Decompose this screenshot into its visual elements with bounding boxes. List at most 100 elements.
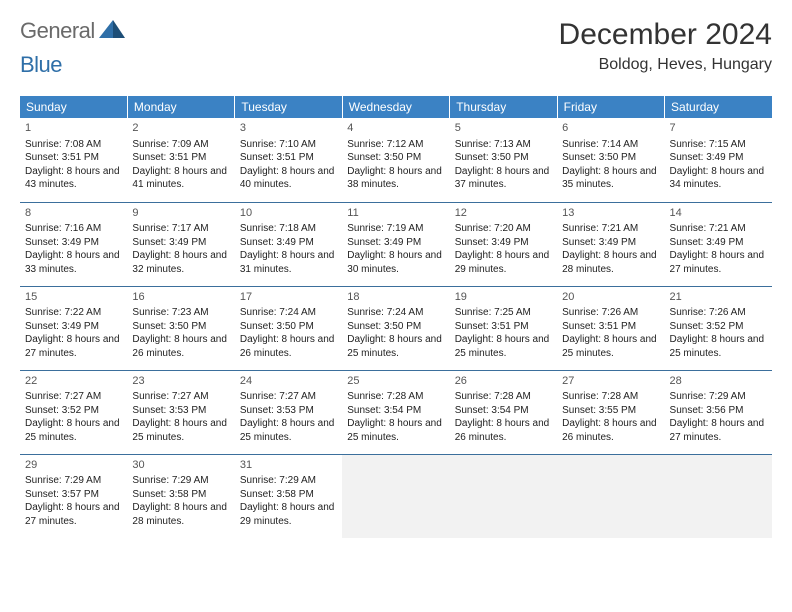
calendar-day-cell: 8Sunrise: 7:16 AMSunset: 3:49 PMDaylight…	[20, 202, 127, 286]
daylight-line: Daylight: 8 hours and 25 minutes.	[455, 333, 552, 360]
sunrise-line: Sunrise: 7:21 AM	[562, 222, 659, 236]
calendar-day-cell: 27Sunrise: 7:28 AMSunset: 3:55 PMDayligh…	[557, 370, 664, 454]
calendar-day-cell: 24Sunrise: 7:27 AMSunset: 3:53 PMDayligh…	[235, 370, 342, 454]
calendar-day-cell: 3Sunrise: 7:10 AMSunset: 3:51 PMDaylight…	[235, 118, 342, 202]
sunset-line: Sunset: 3:49 PM	[25, 236, 122, 250]
logo-text-blue: Blue	[20, 52, 62, 78]
day-number: 24	[240, 374, 337, 389]
sunset-line: Sunset: 3:49 PM	[25, 320, 122, 334]
calendar-day-cell: 28Sunrise: 7:29 AMSunset: 3:56 PMDayligh…	[665, 370, 772, 454]
calendar-day-cell: 23Sunrise: 7:27 AMSunset: 3:53 PMDayligh…	[127, 370, 234, 454]
sunrise-line: Sunrise: 7:20 AM	[455, 222, 552, 236]
day-number: 22	[25, 374, 122, 389]
daylight-line: Daylight: 8 hours and 25 minutes.	[562, 333, 659, 360]
calendar-day-cell: 18Sunrise: 7:24 AMSunset: 3:50 PMDayligh…	[342, 286, 449, 370]
daylight-line: Daylight: 8 hours and 25 minutes.	[240, 417, 337, 444]
day-number: 9	[132, 206, 229, 221]
day-number: 17	[240, 290, 337, 305]
sunset-line: Sunset: 3:49 PM	[132, 236, 229, 250]
sunset-line: Sunset: 3:50 PM	[347, 320, 444, 334]
sunset-line: Sunset: 3:50 PM	[347, 151, 444, 165]
sunrise-line: Sunrise: 7:26 AM	[670, 306, 767, 320]
sunrise-line: Sunrise: 7:23 AM	[132, 306, 229, 320]
calendar-day-cell: 30Sunrise: 7:29 AMSunset: 3:58 PMDayligh…	[127, 454, 234, 538]
calendar-day-cell: 21Sunrise: 7:26 AMSunset: 3:52 PMDayligh…	[665, 286, 772, 370]
calendar-empty-cell	[450, 454, 557, 538]
daylight-line: Daylight: 8 hours and 34 minutes.	[670, 165, 767, 192]
calendar-day-cell: 14Sunrise: 7:21 AMSunset: 3:49 PMDayligh…	[665, 202, 772, 286]
sunrise-line: Sunrise: 7:27 AM	[132, 390, 229, 404]
day-number: 28	[670, 374, 767, 389]
calendar-day-cell: 22Sunrise: 7:27 AMSunset: 3:52 PMDayligh…	[20, 370, 127, 454]
daylight-line: Daylight: 8 hours and 35 minutes.	[562, 165, 659, 192]
sunrise-line: Sunrise: 7:28 AM	[562, 390, 659, 404]
sunset-line: Sunset: 3:58 PM	[240, 488, 337, 502]
calendar-day-cell: 5Sunrise: 7:13 AMSunset: 3:50 PMDaylight…	[450, 118, 557, 202]
daylight-line: Daylight: 8 hours and 30 minutes.	[347, 249, 444, 276]
day-number: 18	[347, 290, 444, 305]
calendar-day-cell: 19Sunrise: 7:25 AMSunset: 3:51 PMDayligh…	[450, 286, 557, 370]
location: Boldog, Heves, Hungary	[559, 56, 772, 74]
sunset-line: Sunset: 3:53 PM	[240, 404, 337, 418]
calendar-day-cell: 9Sunrise: 7:17 AMSunset: 3:49 PMDaylight…	[127, 202, 234, 286]
calendar-day-cell: 13Sunrise: 7:21 AMSunset: 3:49 PMDayligh…	[557, 202, 664, 286]
sunset-line: Sunset: 3:49 PM	[347, 236, 444, 250]
calendar-day-cell: 4Sunrise: 7:12 AMSunset: 3:50 PMDaylight…	[342, 118, 449, 202]
day-number: 27	[562, 374, 659, 389]
day-number: 20	[562, 290, 659, 305]
calendar-body: 1Sunrise: 7:08 AMSunset: 3:51 PMDaylight…	[20, 118, 772, 538]
sunrise-line: Sunrise: 7:29 AM	[132, 474, 229, 488]
day-number: 30	[132, 458, 229, 473]
calendar-week-row: 22Sunrise: 7:27 AMSunset: 3:52 PMDayligh…	[20, 370, 772, 454]
daylight-line: Daylight: 8 hours and 43 minutes.	[25, 165, 122, 192]
sunrise-line: Sunrise: 7:27 AM	[25, 390, 122, 404]
sunset-line: Sunset: 3:51 PM	[240, 151, 337, 165]
daylight-line: Daylight: 8 hours and 32 minutes.	[132, 249, 229, 276]
day-number: 4	[347, 121, 444, 136]
day-number: 29	[25, 458, 122, 473]
weekday-header: Wednesday	[342, 96, 449, 118]
calendar-day-cell: 2Sunrise: 7:09 AMSunset: 3:51 PMDaylight…	[127, 118, 234, 202]
sunrise-line: Sunrise: 7:29 AM	[670, 390, 767, 404]
calendar-day-cell: 15Sunrise: 7:22 AMSunset: 3:49 PMDayligh…	[20, 286, 127, 370]
sunset-line: Sunset: 3:49 PM	[670, 151, 767, 165]
daylight-line: Daylight: 8 hours and 25 minutes.	[132, 417, 229, 444]
daylight-line: Daylight: 8 hours and 26 minutes.	[562, 417, 659, 444]
sunset-line: Sunset: 3:50 PM	[132, 320, 229, 334]
title-block: December 2024 Boldog, Heves, Hungary	[559, 18, 772, 74]
sunset-line: Sunset: 3:56 PM	[670, 404, 767, 418]
daylight-line: Daylight: 8 hours and 28 minutes.	[562, 249, 659, 276]
logo-triangle-icon	[99, 20, 125, 43]
daylight-line: Daylight: 8 hours and 28 minutes.	[132, 501, 229, 528]
daylight-line: Daylight: 8 hours and 25 minutes.	[347, 417, 444, 444]
calendar-day-cell: 17Sunrise: 7:24 AMSunset: 3:50 PMDayligh…	[235, 286, 342, 370]
sunrise-line: Sunrise: 7:15 AM	[670, 138, 767, 152]
calendar-table: SundayMondayTuesdayWednesdayThursdayFrid…	[20, 96, 772, 538]
day-number: 16	[132, 290, 229, 305]
daylight-line: Daylight: 8 hours and 26 minutes.	[455, 417, 552, 444]
day-number: 10	[240, 206, 337, 221]
sunrise-line: Sunrise: 7:27 AM	[240, 390, 337, 404]
weekday-header: Tuesday	[235, 96, 342, 118]
sunrise-line: Sunrise: 7:14 AM	[562, 138, 659, 152]
sunrise-line: Sunrise: 7:29 AM	[25, 474, 122, 488]
sunset-line: Sunset: 3:54 PM	[347, 404, 444, 418]
daylight-line: Daylight: 8 hours and 25 minutes.	[670, 333, 767, 360]
daylight-line: Daylight: 8 hours and 25 minutes.	[347, 333, 444, 360]
calendar-header-row: SundayMondayTuesdayWednesdayThursdayFrid…	[20, 96, 772, 118]
day-number: 25	[347, 374, 444, 389]
calendar-empty-cell	[342, 454, 449, 538]
day-number: 3	[240, 121, 337, 136]
calendar-day-cell: 31Sunrise: 7:29 AMSunset: 3:58 PMDayligh…	[235, 454, 342, 538]
sunset-line: Sunset: 3:49 PM	[455, 236, 552, 250]
sunset-line: Sunset: 3:58 PM	[132, 488, 229, 502]
day-number: 26	[455, 374, 552, 389]
sunset-line: Sunset: 3:50 PM	[562, 151, 659, 165]
daylight-line: Daylight: 8 hours and 29 minutes.	[240, 501, 337, 528]
day-number: 15	[25, 290, 122, 305]
calendar-week-row: 1Sunrise: 7:08 AMSunset: 3:51 PMDaylight…	[20, 118, 772, 202]
daylight-line: Daylight: 8 hours and 29 minutes.	[455, 249, 552, 276]
sunrise-line: Sunrise: 7:16 AM	[25, 222, 122, 236]
day-number: 2	[132, 121, 229, 136]
sunrise-line: Sunrise: 7:13 AM	[455, 138, 552, 152]
